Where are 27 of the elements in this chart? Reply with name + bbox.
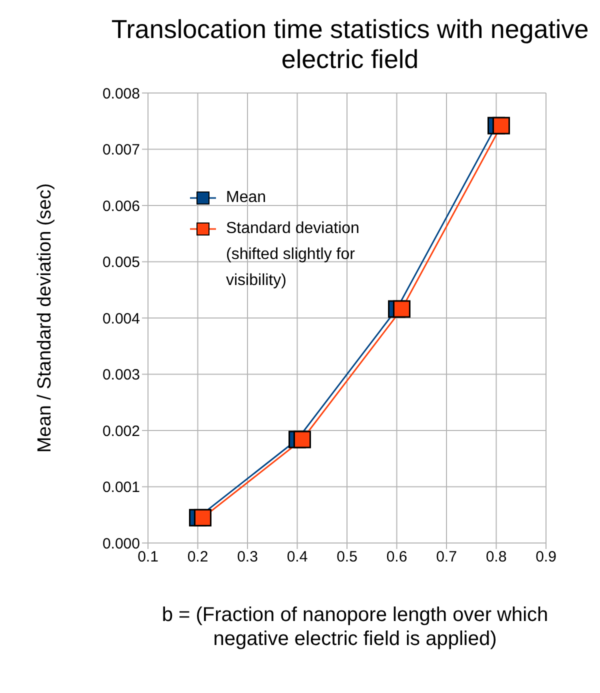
y-tick-label: 0.002 [102,422,140,440]
x-tick-label: 0.5 [336,548,358,566]
x-tick-label: 0.8 [486,548,507,566]
x-axis-title: b = (Fraction of nanopore length over which negative electric field is applied) [160,603,550,651]
y-tick-label: 0.003 [102,366,140,384]
y-tick-label: 0.001 [102,479,140,496]
x-tick-label: 0.4 [286,548,308,566]
y-tick-label: 0.007 [102,142,140,159]
y-tick-label: 0.006 [102,198,140,215]
point [194,508,212,526]
x-tick-label: 0.3 [237,548,258,566]
y-tick-label: 0.000 [102,535,140,552]
y-tick-label: 0.004 [102,310,140,328]
x-tick-label: 0.7 [436,548,457,566]
point [392,300,410,318]
x-tick-label: 0.1 [138,548,158,566]
legend-label: Standard deviation (shifted slightly for visibility) [226,219,360,291]
y-tick-label: 0.008 [102,85,140,102]
y-tick-label: 0.005 [102,254,140,272]
chart-title: Translocation time statistics with negative electric field [110,14,590,74]
legend-label: Mean [226,188,266,208]
x-tick-label: 0.6 [386,548,408,566]
point [492,116,510,134]
point [293,430,311,448]
x-tick-label: 0.9 [536,548,556,566]
x-tick-label: 0.2 [187,548,208,566]
y-axis-title: Mean / Standard deviation (sec) [34,183,56,453]
